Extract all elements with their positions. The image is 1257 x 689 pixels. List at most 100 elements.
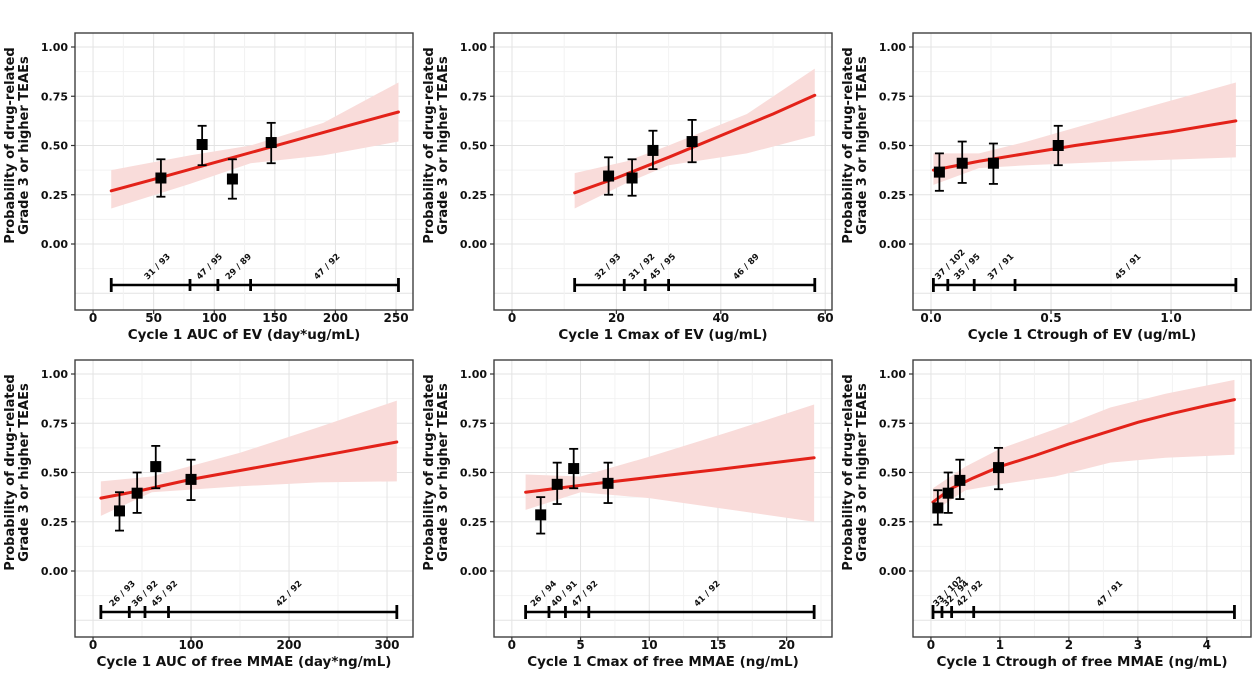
data-points (113, 445, 197, 532)
gridlines (913, 33, 1251, 310)
quartile-range-bar (99, 605, 399, 619)
x-tick-label: 0 (927, 638, 935, 652)
y-tick-label: 0.75 (879, 417, 906, 430)
data-points (535, 447, 614, 535)
x-tick-label: 0 (508, 638, 516, 652)
y-tick-label: 0.75 (41, 417, 68, 430)
y-axis: 0.00 0.25 0.50 0.75 1.00 (41, 41, 75, 251)
y-tick-label: 1.00 (41, 41, 68, 54)
y-tick-label: 0.00 (879, 238, 906, 251)
data-point (226, 173, 238, 185)
x-tick-label: 15 (710, 638, 727, 652)
quartile-range-bar (932, 278, 1238, 292)
data-point (155, 172, 167, 184)
y-tick-label: 0.00 (460, 238, 487, 251)
gridlines (913, 360, 1251, 637)
x-axis-label: Cycle 1 Cmax of EV (ug/mL) (558, 327, 767, 343)
x-tick-label: 100 (179, 638, 204, 652)
x-tick-label: 2 (1065, 638, 1073, 652)
x-axis: 0 50 100 150 200 250 (89, 310, 409, 325)
x-tick-label: 0.5 (1040, 311, 1061, 325)
y-tick-label: 0.75 (879, 90, 906, 103)
data-point (647, 144, 659, 156)
panel-border (74, 32, 414, 311)
data-point (185, 473, 197, 485)
x-tick-label: 300 (374, 638, 399, 652)
x-tick-label: 50 (145, 311, 162, 325)
y-axis-label-line1: Probability of drug-related (422, 47, 437, 243)
y-axis: 0.00 0.25 0.50 0.75 1.00 (879, 368, 913, 578)
x-tick-label: 60 (817, 311, 834, 325)
y-axis-label-line1: Probability of drug-related (3, 374, 18, 570)
confidence-band (111, 82, 399, 209)
y-tick-label: 0.25 (460, 516, 487, 529)
x-axis: 0 20 40 60 (508, 310, 834, 325)
y-tick-label: 0.00 (879, 565, 906, 578)
quartile-range-bar (109, 278, 400, 292)
data-point (932, 502, 944, 514)
data-point (602, 477, 614, 489)
y-axis: 0.00 0.25 0.50 0.75 1.00 (879, 41, 913, 251)
confidence-band (525, 404, 815, 522)
data-point (113, 505, 125, 517)
x-tick-label: 5 (576, 638, 584, 652)
panel-ctrough-ev: 37 / 102 35 / 95 37 / 91 45 / 91 0.00 0.25 0.5… (838, 0, 1257, 345)
x-tick-label: 200 (323, 311, 348, 325)
x-axis-label: Cycle 1 Ctrough of EV (ug/mL) (968, 327, 1197, 343)
y-tick-label: 1.00 (460, 368, 487, 381)
x-tick-label: 100 (202, 311, 227, 325)
regression-line (931, 119, 1238, 172)
data-point (603, 170, 615, 182)
data-points (932, 446, 1005, 526)
x-tick-label: 4 (1203, 638, 1211, 652)
y-tick-label: 0.25 (41, 189, 68, 202)
panel-border (493, 359, 833, 638)
y-axis-label-line2: Grade 3 or higher TEAEs (17, 383, 32, 562)
y-tick-label: 0.50 (460, 140, 487, 153)
y-axis-label-line2: Grade 3 or higher TEAEs (855, 56, 870, 235)
data-point (1052, 140, 1064, 151)
quartile-range-bar (931, 605, 1236, 619)
regression-line (931, 398, 1236, 504)
x-axis-label: Cycle 1 Ctrough of free MMAE (ng/mL) (936, 654, 1227, 670)
panel-ctrough-free-mmae: 33 / 102 32 / 94 42 / 92 47 / 91 0.00 0.25 0.5… (838, 345, 1257, 689)
x-tick-label: 20 (778, 638, 795, 652)
x-tick-label: 0 (508, 311, 516, 325)
data-point (196, 139, 208, 151)
x-axis-label: Cycle 1 AUC of EV (day*ug/mL) (128, 327, 361, 343)
data-point (150, 461, 162, 473)
data-point (993, 462, 1005, 474)
x-axis: 0 1 2 3 4 (927, 637, 1211, 652)
data-points (155, 121, 277, 200)
y-tick-label: 1.00 (879, 368, 906, 381)
y-tick-label: 0.25 (460, 189, 487, 202)
quartile-range-bar (573, 278, 817, 292)
panel-auc-free-mmae: 26 / 93 36 / 92 45 / 92 42 / 92 0.00 0.25 0.50… (0, 345, 419, 689)
panel-cmax-ev: 32 / 93 31 / 92 45 / 95 46 / 89 0.00 0.25 0.50… (419, 0, 838, 345)
y-axis-label-line2: Grade 3 or higher TEAEs (17, 56, 32, 235)
data-points (603, 118, 698, 197)
y-tick-label: 1.00 (460, 41, 487, 54)
y-axis-label-line2: Grade 3 or higher TEAEs (855, 383, 870, 562)
y-tick-label: 0.50 (879, 140, 906, 153)
x-tick-label: 0.0 (920, 311, 941, 325)
y-tick-label: 1.00 (879, 41, 906, 54)
data-point (686, 136, 698, 148)
data-point (956, 157, 968, 169)
x-tick-label: 1.0 (1160, 311, 1181, 325)
y-tick-label: 0.00 (460, 565, 487, 578)
y-axis-label-line2: Grade 3 or higher TEAEs (436, 56, 451, 235)
panel-border (493, 32, 833, 311)
y-axis: 0.00 0.25 0.50 0.75 1.00 (41, 368, 75, 578)
x-tick-label: 1 (996, 638, 1004, 652)
y-tick-label: 0.75 (460, 417, 487, 430)
x-tick-label: 40 (712, 311, 729, 325)
y-tick-label: 0.25 (879, 516, 906, 529)
data-point (265, 137, 277, 149)
quartile-range-bar (524, 605, 816, 619)
x-axis-label: Cycle 1 AUC of free MMAE (day*ng/mL) (97, 654, 392, 670)
data-point (535, 509, 547, 521)
x-axis: 0 5 10 15 20 (508, 637, 795, 652)
